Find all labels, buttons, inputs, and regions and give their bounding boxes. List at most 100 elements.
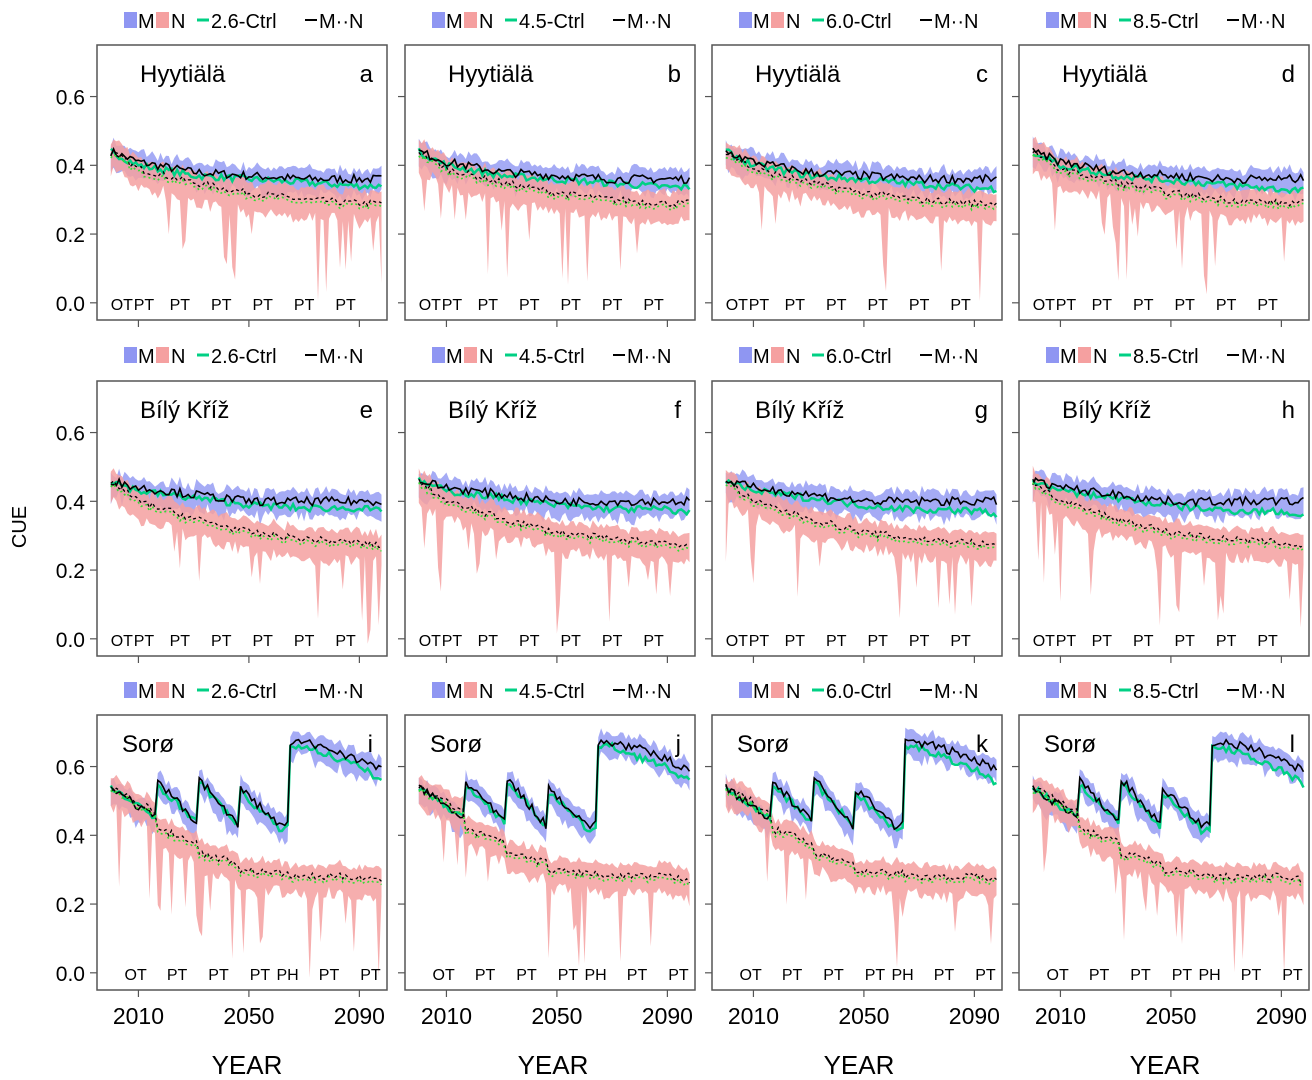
series-m	[725, 480, 998, 507]
site-title: Sorø	[430, 731, 482, 758]
event-label: PT	[975, 967, 996, 984]
plot-area	[418, 728, 691, 967]
series-m	[1032, 476, 1304, 508]
legend-swatch-m	[432, 682, 445, 698]
series-n-green	[110, 482, 382, 552]
event-label: PT	[865, 967, 886, 984]
event-label: PT	[909, 297, 930, 314]
event-label: PT	[1282, 967, 1303, 984]
legend-swatch-n	[1078, 347, 1091, 363]
legend-label-ctrl: 6.0-Ctrl	[826, 11, 892, 33]
legend-swatch-n	[156, 347, 169, 363]
series-n-green	[418, 154, 690, 211]
event-label: PT	[167, 967, 188, 984]
x-tick-label: 2010	[728, 1003, 779, 1029]
event-label: PT	[749, 297, 770, 314]
x-tick-label: 2050	[838, 1003, 889, 1029]
event-label: PT	[335, 297, 356, 314]
legend-label-ctrl: 8.5-Ctrl	[1133, 346, 1199, 368]
series-n-green	[725, 484, 997, 551]
event-label: PT	[823, 967, 844, 984]
legend-label-m: M	[138, 681, 155, 703]
event-label: PT	[1216, 297, 1237, 314]
event-label: OT	[726, 297, 748, 314]
band-m	[1032, 731, 1304, 844]
band-n	[1032, 465, 1304, 628]
band-n	[1032, 136, 1304, 295]
event-label: PT	[950, 633, 971, 650]
y-tick-label: 0.4	[56, 491, 86, 514]
band-n	[725, 776, 997, 967]
event-label: PT	[475, 967, 496, 984]
plot-frame	[404, 44, 696, 321]
event-label: OT	[740, 967, 762, 984]
legend-label-n: N	[171, 346, 185, 368]
legend-label-m: M	[1060, 681, 1077, 703]
x-tick-label: 2010	[113, 1003, 164, 1029]
legend-label-n: N	[786, 346, 800, 368]
band-n	[725, 470, 997, 619]
y-tick-label: 0.2	[56, 894, 85, 917]
legend-label-mn: M··N	[319, 11, 363, 33]
x-tick-label: 2050	[223, 1003, 274, 1029]
x-axis-label: YEAR	[824, 1050, 895, 1080]
legend-label-ctrl: 4.5-Ctrl	[519, 11, 585, 33]
x-tick-label: 2090	[949, 1003, 1000, 1029]
event-label: PT	[1130, 967, 1151, 984]
event-label: OT	[1047, 967, 1069, 984]
x-tick-label: 2090	[334, 1003, 385, 1029]
plot-area	[725, 727, 998, 967]
legend-label-ctrl: 6.0-Ctrl	[826, 681, 892, 703]
legend-swatch-m	[432, 347, 445, 363]
panel-letter: d	[1282, 61, 1295, 88]
y-tick-label: 0.4	[56, 155, 86, 178]
event-label: PT	[335, 633, 356, 650]
series-ctrl	[1032, 153, 1304, 195]
site-title: Hyytiälä	[448, 61, 534, 88]
site-title: Sorø	[737, 731, 789, 758]
event-label: PT	[516, 967, 537, 984]
plot-area	[417, 138, 691, 285]
legend-label-n: N	[479, 681, 493, 703]
series-n-dotted	[1032, 478, 1304, 548]
event-label: PT	[602, 633, 623, 650]
event-label: PT	[749, 633, 770, 650]
event-label: PH	[276, 967, 298, 984]
event-label: OT	[111, 297, 133, 314]
plot-frame	[711, 380, 1003, 657]
y-axis-label: CUE	[9, 506, 31, 548]
legend-label-ctrl: 4.5-Ctrl	[519, 681, 585, 703]
plot-frame	[1018, 714, 1310, 991]
legend-label-m: M	[138, 346, 155, 368]
plot-area	[725, 140, 998, 302]
y-tick-label: 0.2	[56, 224, 85, 247]
event-label: PH	[1198, 967, 1220, 984]
site-title: Hyytiälä	[755, 61, 841, 88]
plot-frame	[96, 714, 388, 991]
legend-label-mn: M··N	[934, 346, 978, 368]
series-ctrl	[724, 478, 998, 518]
plot-frame	[404, 380, 696, 657]
x-tick-label: 2010	[421, 1003, 472, 1029]
event-label: PT	[1092, 633, 1113, 650]
event-label: PT	[826, 297, 847, 314]
x-tick-label: 2050	[1145, 1003, 1196, 1029]
panel-letter: e	[360, 397, 373, 424]
legend-swatch-m	[739, 347, 752, 363]
panel-letter: a	[360, 61, 374, 88]
event-label: PT	[782, 967, 803, 984]
series-n-green	[725, 788, 997, 887]
legend-label-ctrl: 2.6-Ctrl	[211, 11, 277, 33]
x-tick-label: 2090	[642, 1003, 693, 1029]
event-label: PT	[560, 633, 581, 650]
legend-label-n: N	[786, 11, 800, 33]
plot-area	[1031, 465, 1305, 628]
event-label: PT	[134, 633, 155, 650]
x-tick-label: 2090	[1256, 1003, 1307, 1029]
series-m	[110, 476, 382, 507]
site-title: Sorø	[1044, 731, 1096, 758]
event-label: PT	[478, 633, 499, 650]
y-tick-label: 0.6	[56, 423, 85, 446]
legend-label-n: N	[1093, 11, 1107, 33]
legend-label-ctrl: 2.6-Ctrl	[211, 346, 277, 368]
